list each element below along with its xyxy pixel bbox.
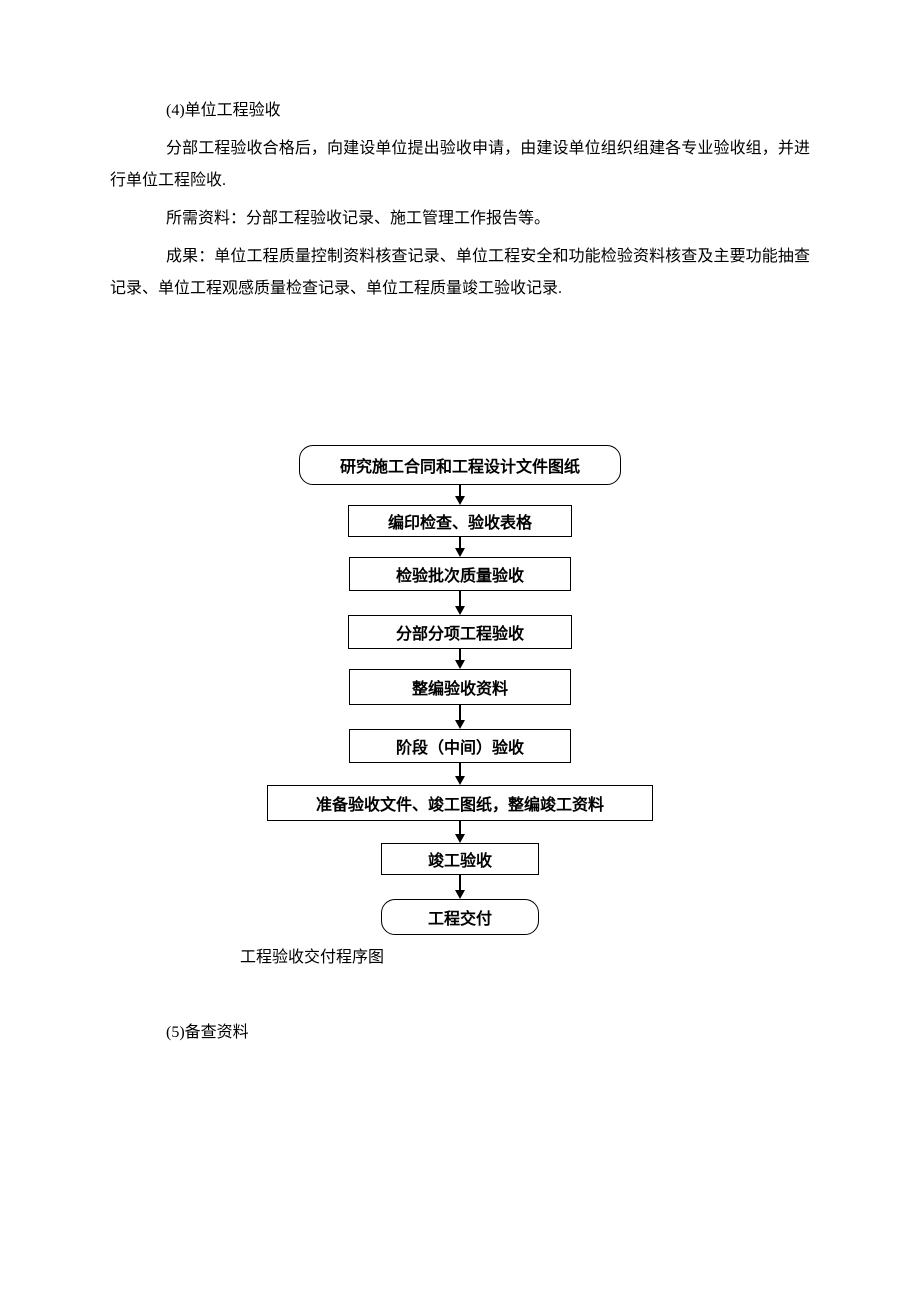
flowchart-node-0: 研究施工合同和工程设计文件图纸 — [299, 445, 621, 485]
flowchart-node-3: 分部分项工程验收 — [348, 615, 572, 649]
flowchart-arrow-3 — [455, 649, 465, 669]
flowchart-node-8: 工程交付 — [381, 899, 539, 935]
paragraph-materials: 所需资料：分部工程验收记录、施工管理工作报告等。 — [110, 203, 810, 235]
flowchart-arrow-7 — [455, 875, 465, 899]
flowchart-node-2: 检验批次质量验收 — [349, 557, 571, 591]
flowchart-arrow-2 — [455, 591, 465, 615]
flowchart-arrow-6 — [455, 821, 465, 843]
flowchart-arrow-4 — [455, 705, 465, 729]
heading-5: (5)备查资料 — [110, 1017, 810, 1049]
flowchart: 研究施工合同和工程设计文件图纸编印检查、验收表格检验批次质量验收分部分项工程验收… — [267, 445, 653, 935]
flowchart-arrow-0 — [455, 485, 465, 505]
paragraph-results: 成果：单位工程质量控制资料核查记录、单位工程安全和功能检验资料核查及主要功能抽查… — [110, 241, 810, 305]
paragraph-intro: 分部工程验收合格后，向建设单位提出验收申请，由建设单位组织组建各专业验收组，并进… — [110, 133, 810, 197]
heading-4: (4)单位工程验收 — [110, 95, 810, 127]
flowchart-node-6: 准备验收文件、竣工图纸，整编竣工资料 — [267, 785, 653, 821]
flowchart-node-5: 阶段（中间）验收 — [349, 729, 571, 763]
flowchart-arrow-1 — [455, 537, 465, 557]
flowchart-node-4: 整编验收资料 — [349, 669, 571, 705]
flowchart-caption: 工程验收交付程序图 — [240, 943, 810, 967]
flowchart-arrow-5 — [455, 763, 465, 785]
flowchart-node-1: 编印检查、验收表格 — [348, 505, 572, 537]
flowchart-container: 研究施工合同和工程设计文件图纸编印检查、验收表格检验批次质量验收分部分项工程验收… — [110, 445, 810, 935]
flowchart-node-7: 竣工验收 — [381, 843, 539, 875]
